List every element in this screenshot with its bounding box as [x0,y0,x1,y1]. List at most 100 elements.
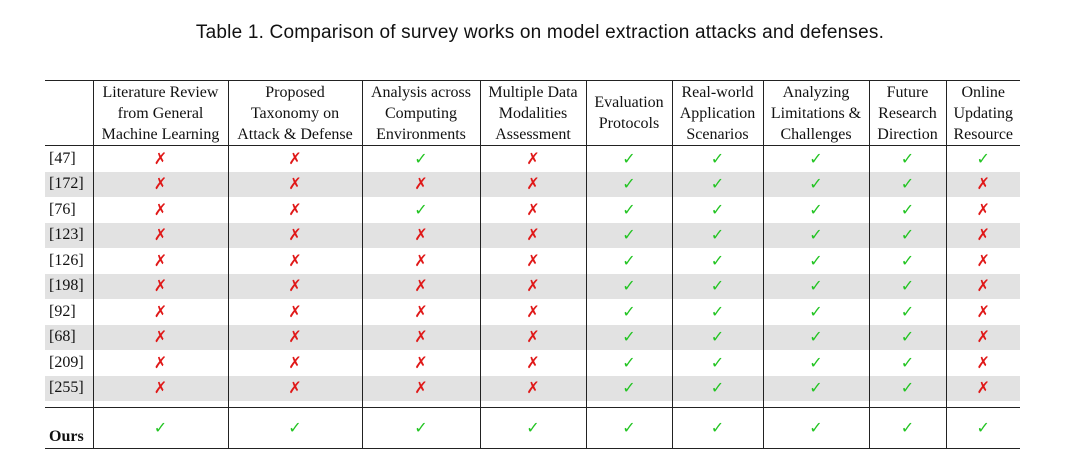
mark-cell: ✗ [361,299,481,325]
check-mark-icon: ✓ [710,148,725,168]
mark-cell: ✓ [361,145,481,172]
mark-cell: ✓ [361,407,481,449]
column-header-line: from General [117,104,204,122]
mark-cell: ✓ [762,222,870,248]
mark-cell: ✓ [868,171,947,197]
check-mark-icon: ✓ [809,199,823,219]
check-mark-icon: ✓ [710,378,725,398]
column-header-line: Analyzing [782,83,850,101]
mark-cell: ✗ [361,248,481,274]
mark-cell: ✓ [868,324,947,350]
mark-cell: ✗ [227,273,363,299]
check-mark-icon: ✓ [622,418,636,437]
column-header: Analysis across Computing Environments [361,80,481,146]
cross-mark-icon: ✗ [153,327,168,347]
mark-cell: ✓ [671,324,764,350]
mark-cell: ✗ [945,375,1020,401]
cross-mark-icon: ✗ [288,250,302,270]
check-mark-icon: ✓ [809,352,823,372]
check-mark-icon: ✓ [710,301,725,321]
cross-mark-icon: ✗ [414,327,428,347]
cross-mark-icon: ✗ [153,352,168,372]
mark-cell: ✓ [945,145,1020,172]
cross-mark-icon: ✗ [414,352,428,372]
mark-cell: ✗ [945,171,1020,197]
check-mark-icon: ✓ [710,199,725,219]
column-header-line: Taxonomy on [250,104,340,122]
mark-cell: ✗ [479,350,587,376]
table-row: [47] ✗ ✗ ✓ ✗ ✓ ✓ ✓ ✓ ✓ [45,145,1020,172]
cross-mark-icon: ✗ [414,301,428,321]
mark-cell: ✓ [671,222,764,248]
cross-mark-icon: ✗ [153,174,168,194]
mark-cell: ✓ [585,375,673,401]
column-header-line: Assessment [495,125,571,143]
reference-cell: [68] [45,324,94,350]
cross-mark-icon: ✗ [526,327,540,347]
table-row: [92] ✗ ✗ ✗ ✗ ✓ ✓ ✓ ✓ ✗ [45,299,1020,325]
mark-cell: ✓ [671,273,764,299]
table-row: [76] ✗ ✗ ✓ ✗ ✓ ✓ ✓ ✓ ✗ [45,197,1020,223]
mark-cell: ✗ [361,324,481,350]
check-mark-icon: ✓ [622,148,636,168]
check-mark-icon: ✓ [710,276,725,296]
mark-cell: ✓ [671,407,764,449]
cross-mark-icon: ✗ [526,148,540,168]
mark-cell: ✓ [671,350,764,376]
mark-cell: ✗ [945,350,1020,376]
table-row: [126] ✗ ✗ ✗ ✗ ✓ ✓ ✓ ✓ ✗ [45,248,1020,274]
cross-mark-icon: ✗ [153,301,168,321]
mark-cell: ✗ [479,273,587,299]
reference-cell: [47] [45,145,94,172]
mark-cell: ✗ [945,248,1020,274]
check-mark-icon: ✓ [900,225,915,245]
column-header-line: Direction [877,125,938,143]
mark-cell: ✗ [92,171,229,197]
check-mark-icon: ✓ [622,225,636,245]
mark-cell: ✗ [479,222,587,248]
column-header-line: Literature Review [102,83,219,101]
mark-cell: ✗ [227,324,363,350]
mark-cell: ✗ [227,375,363,401]
mark-cell: ✓ [868,350,947,376]
spacer-cell [945,401,1020,408]
check-mark-icon: ✓ [809,301,823,321]
reference-cell: [198] [45,273,94,299]
column-header-line: Environments [376,125,466,143]
cross-mark-icon: ✗ [976,301,990,321]
cross-mark-icon: ✗ [288,148,302,168]
check-mark-icon: ✓ [900,378,915,398]
check-mark-icon: ✓ [809,327,823,347]
check-mark-icon: ✓ [414,418,428,437]
column-header-line: Evaluation [594,94,664,111]
reference-cell: [76] [45,197,94,223]
mark-cell: ✗ [479,324,587,350]
mark-cell: ✗ [361,171,481,197]
cross-mark-icon: ✗ [526,378,540,398]
column-header-line: Updating [953,104,1014,122]
table-row: [68] ✗ ✗ ✗ ✗ ✓ ✓ ✓ ✓ ✗ [45,324,1020,350]
column-header: Evaluation Protocols [585,80,673,146]
column-header-line: Protocols [598,115,660,132]
cross-mark-icon: ✗ [288,378,302,398]
mark-cell: ✓ [585,222,673,248]
cross-mark-icon: ✗ [288,352,302,372]
mark-cell: ✓ [762,299,870,325]
table-row: [198] ✗ ✗ ✗ ✗ ✓ ✓ ✓ ✓ ✗ [45,273,1020,299]
mark-cell: ✗ [92,222,229,248]
table-row: [172] ✗ ✗ ✗ ✗ ✓ ✓ ✓ ✓ ✗ [45,171,1020,197]
mark-cell: ✓ [762,350,870,376]
reference-cell: [255] [45,375,94,401]
check-mark-icon: ✓ [414,148,428,168]
mark-cell: ✓ [92,407,229,449]
cross-mark-icon: ✗ [526,276,540,296]
check-mark-icon: ✓ [288,418,302,437]
reference-cell: [123] [45,222,94,248]
cross-mark-icon: ✗ [976,174,990,194]
reference-cell: Ours [45,407,94,449]
mark-cell: ✓ [868,248,947,274]
mark-cell: ✓ [762,407,870,449]
mark-cell: ✗ [92,324,229,350]
check-mark-icon: ✓ [622,352,636,372]
mark-cell: ✗ [945,324,1020,350]
